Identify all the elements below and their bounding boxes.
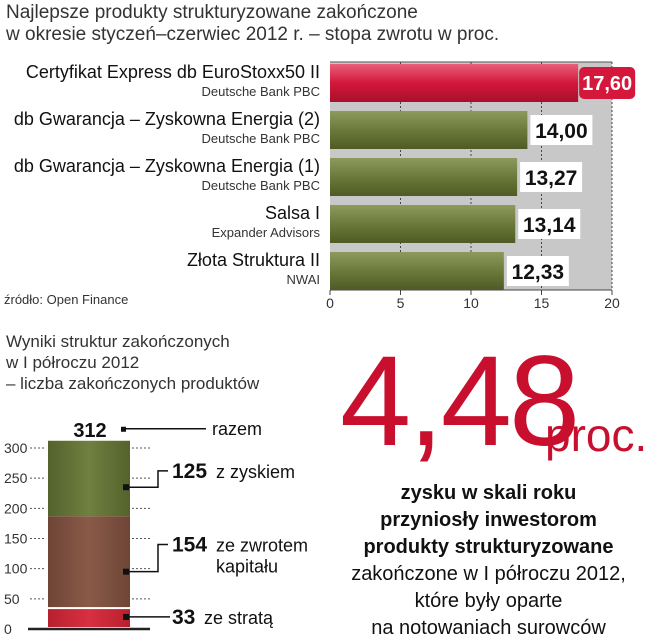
value-label: 13,14	[523, 214, 576, 237]
y-tick-label: 50	[4, 591, 20, 607]
desc-line-1: zysku w skali roku	[400, 482, 577, 504]
source-note: źródło: Open Finance	[4, 292, 129, 307]
product-labels: Certyfikat Express db EuroStoxx50 II Deut…	[0, 0, 320, 300]
x-tick-label: 0	[326, 295, 334, 311]
segment-name-line2: kapitału	[216, 557, 278, 577]
highlight-unit: proc.	[545, 409, 647, 461]
y-tick-label: 0	[4, 621, 12, 637]
product-issuer: NWAI	[286, 272, 320, 287]
product-name: db Gwarancja – Zyskowna Energia (2)	[13, 109, 320, 129]
product-issuer: Deutsche Bank PBC	[201, 84, 320, 99]
product-issuer: Deutsche Bank PBC	[201, 178, 320, 193]
product-issuer: Deutsche Bank PBC	[201, 131, 320, 146]
bottom-chart-title-line3: – liczba zakończonych produktów	[6, 374, 260, 393]
desc-line-5: które były oparte	[414, 590, 563, 612]
desc-line-4: zakończone w I półroczu 2012,	[351, 563, 626, 585]
total-text: razem	[212, 419, 262, 439]
highlight-description: zysku w skali roku przyniosły inwestorom…	[330, 480, 647, 642]
bottom-chart-title-line2: w I półroczu 2012	[6, 353, 140, 372]
stack-segment	[48, 440, 130, 517]
y-tick-label: 100	[4, 561, 28, 577]
segment-marker	[123, 613, 129, 620]
product-name: db Gwarancja – Zyskowna Energia (1)	[13, 156, 320, 176]
value-label: 17,60	[582, 73, 632, 95]
desc-line-3: produkty strukturyzowane	[363, 536, 614, 558]
segment-value: 33	[172, 606, 195, 629]
x-tick-label: 5	[397, 295, 405, 311]
bar	[330, 64, 579, 102]
y-tick-label: 300	[4, 440, 28, 456]
bottom-chart-title: Wyniki struktur zakończonych w I półrocz…	[6, 331, 259, 394]
segment-name: ze stratą	[204, 608, 274, 628]
segment-marker	[123, 568, 129, 575]
value-label-bg	[530, 115, 593, 145]
bar	[330, 252, 504, 290]
bar	[330, 158, 518, 196]
product-name: Certyfikat Express db EuroStoxx50 II	[25, 62, 320, 82]
segment-name: ze zwrotem	[216, 536, 308, 556]
top-chart-title-line1: Najlepsze produkty strukturyzowane zakoń…	[6, 2, 418, 23]
stacked-bar-chart: 0 50 100 150 200 250 300 312 razem 33 ze stratą 154…	[4, 419, 308, 637]
top-bar-chart: 0 5 10 15 20 17,60 14,00 13,27 13,14 12,33	[326, 61, 636, 311]
value-label-bg	[506, 256, 569, 286]
y-tick-label: 250	[4, 470, 28, 486]
total-marker	[121, 426, 126, 432]
x-tick-label: 20	[604, 295, 620, 311]
product-name: Złota Struktura II	[186, 250, 320, 270]
stack-segment	[48, 516, 130, 608]
y-tick-label: 200	[4, 500, 28, 516]
top-chart-title: Najlepsze produkty strukturyzowane zakoń…	[6, 2, 499, 46]
segment-value: 125	[172, 460, 207, 483]
bar	[330, 205, 516, 243]
value-label-badge	[579, 67, 636, 99]
value-label: 12,33	[512, 261, 565, 284]
desc-line-2: przyniosły inwestorom	[380, 509, 597, 531]
segment-connector	[129, 543, 168, 573]
segment-value: 154	[172, 534, 207, 557]
bar	[330, 111, 528, 149]
total-value: 312	[73, 420, 106, 442]
segment-marker	[123, 484, 129, 491]
y-tick-label: 150	[4, 531, 28, 547]
bottom-chart-title-line1: Wyniki struktur zakończonych	[6, 332, 230, 351]
value-label-bg	[520, 162, 583, 192]
highlight-value: 4,48	[340, 330, 580, 473]
product-name: Salsa I	[264, 203, 320, 223]
desc-line-6: na notowaniach surowców	[371, 617, 606, 639]
segment-connector	[129, 470, 168, 488]
segment-name: z zyskiem	[216, 462, 295, 482]
product-issuer: Expander Advisors	[211, 225, 320, 240]
value-label-bg	[518, 209, 581, 239]
x-tick-label: 15	[534, 295, 550, 311]
stack-segment	[48, 609, 130, 627]
value-label: 14,00	[535, 120, 588, 143]
value-label: 13,27	[525, 167, 578, 190]
x-tick-label: 10	[463, 295, 479, 311]
top-chart-title-line2: w okresie styczeń–czerwiec 2012 r. – sto…	[6, 24, 500, 45]
